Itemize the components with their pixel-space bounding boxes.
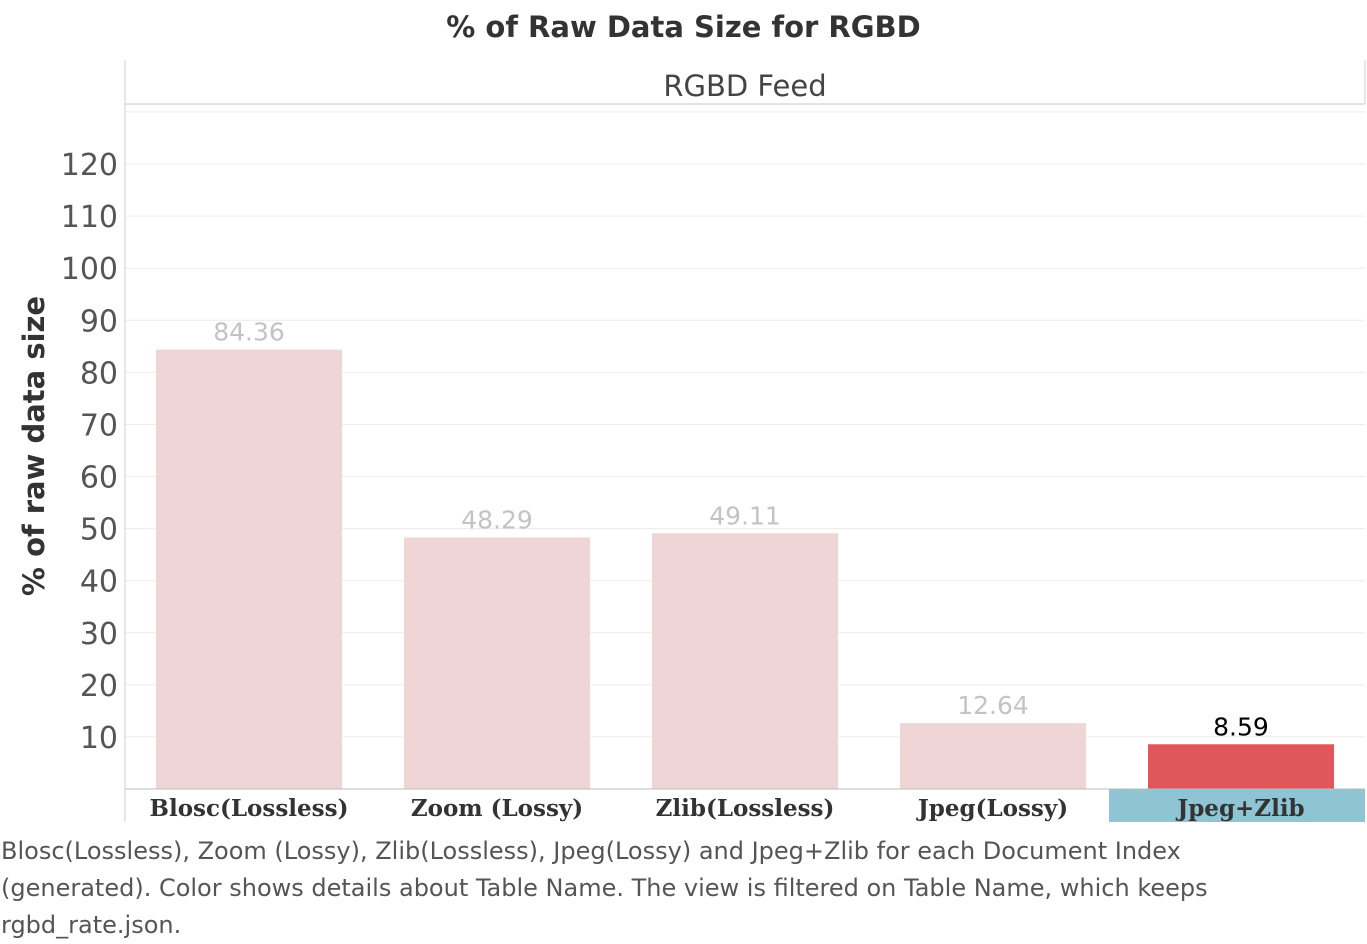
y-axis-label: % of raw data size — [17, 296, 51, 596]
data-labels: 84.36 48.29 49.11 12.64 8.59 — [213, 318, 1269, 742]
x-tick-label: Jpeg+Zlib — [1175, 795, 1304, 822]
y-tick-label: 110 — [61, 200, 118, 235]
data-label: 48.29 — [461, 506, 533, 535]
y-tick-label: 120 — [61, 148, 118, 183]
x-tick-label: Jpeg(Lossy) — [916, 795, 1068, 822]
x-tick-label: Zlib(Lossless) — [656, 795, 835, 822]
data-label: 8.59 — [1213, 712, 1269, 741]
y-tick-label: 30 — [80, 617, 118, 652]
y-axis-tick-labels: 10 20 30 40 50 60 70 80 90 100 110 120 — [61, 148, 118, 756]
x-tick-label: Zoom (Lossy) — [411, 795, 583, 822]
chart-caption: Blosc(Lossless), Zoom (Lossy), Zlib(Loss… — [1, 837, 1208, 939]
bar[interactable] — [652, 533, 838, 789]
y-tick-label: 80 — [80, 356, 118, 391]
bar[interactable] — [900, 723, 1086, 789]
y-tick-label: 90 — [80, 304, 118, 339]
bar[interactable] — [156, 349, 342, 789]
y-tick-label: 40 — [80, 565, 118, 600]
category-highlight-bg — [1109, 789, 1365, 822]
y-tick-label: 100 — [61, 252, 118, 287]
x-axis-category-labels: Blosc(Lossless) Zoom (Lossy) Zlib(Lossless… — [150, 795, 1305, 822]
category-highlight-layer — [1109, 789, 1365, 822]
y-tick-label: 50 — [80, 513, 118, 548]
y-tick-label: 60 — [80, 461, 118, 496]
bars — [156, 349, 1334, 789]
y-tick-label: 20 — [80, 669, 118, 704]
data-label: 84.36 — [213, 318, 285, 347]
panel-header: RGBD Feed — [124, 60, 1366, 822]
panel-header-label: RGBD Feed — [663, 69, 826, 103]
bar[interactable] — [1148, 744, 1334, 789]
x-tick-label: Blosc(Lossless) — [150, 795, 349, 822]
chart-title: % of Raw Data Size for RGBD — [446, 10, 921, 44]
bar[interactable] — [404, 537, 590, 789]
data-label: 49.11 — [709, 501, 781, 530]
y-tick-label: 70 — [80, 408, 118, 443]
data-label: 12.64 — [957, 691, 1029, 720]
y-tick-label: 10 — [80, 721, 118, 756]
